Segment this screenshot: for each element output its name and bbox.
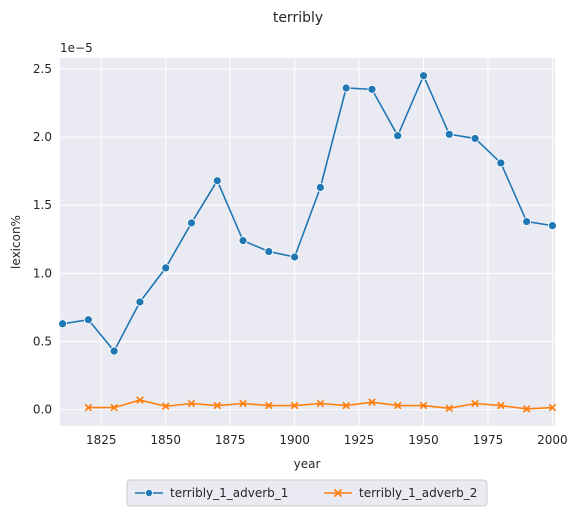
y-tick-label: 2.5 <box>33 62 52 76</box>
data-point <box>522 405 531 413</box>
data-point <box>135 297 145 307</box>
chart-title: terribly <box>273 10 323 26</box>
data-point <box>161 402 170 411</box>
data-point <box>264 247 274 256</box>
data-point <box>419 401 428 410</box>
legend-box <box>126 479 488 507</box>
y-tick-label: 0.5 <box>33 334 52 348</box>
data-point <box>393 131 403 141</box>
data-point <box>471 399 479 408</box>
legend-marker-series-2 <box>333 488 343 498</box>
legend-label-series-2: terribly_1_adverb_2 <box>359 486 477 500</box>
data-point <box>110 403 118 412</box>
x-tick-label: 1975 <box>473 433 504 447</box>
data-point <box>341 83 351 93</box>
data-point <box>342 401 350 410</box>
data-point <box>496 158 506 168</box>
data-point <box>58 319 67 329</box>
data-point <box>187 399 196 408</box>
data-point <box>315 183 325 192</box>
x-tick-label: 2000 <box>537 433 568 447</box>
y-axis-label: lexicon% <box>9 215 23 269</box>
x-axis-label: year <box>294 457 321 471</box>
data-point <box>497 401 505 410</box>
data-point <box>239 399 247 408</box>
legend-label-series-1: terribly_1_adverb_1 <box>170 486 288 500</box>
y-tick-label: 1.5 <box>33 198 52 212</box>
data-point <box>213 401 222 410</box>
x-tick-label: 1825 <box>86 433 117 447</box>
data-point <box>548 403 557 412</box>
data-point <box>522 217 532 226</box>
y-axis-ticks: 0.0 0.5 1.0 1.5 2.0 2.5 <box>33 62 52 417</box>
data-point <box>316 399 325 408</box>
legend: terribly_1_adverb_1 terribly_1_adverb_2 <box>126 479 488 507</box>
plot-area <box>60 58 555 426</box>
data-point <box>136 396 144 404</box>
data-point <box>84 403 93 412</box>
data-point <box>238 236 248 246</box>
data-point <box>419 71 428 81</box>
data-point <box>161 263 171 273</box>
data-point <box>187 218 196 228</box>
data-point <box>290 252 300 262</box>
y-tick-label: 2.0 <box>33 130 52 144</box>
data-point <box>83 315 93 325</box>
data-point <box>290 401 299 410</box>
data-point <box>109 346 119 356</box>
x-axis-ticks: 1825 1850 1875 1900 1925 1950 1975 2000 <box>86 433 568 447</box>
data-point <box>368 398 376 406</box>
data-point <box>367 84 377 94</box>
legend-marker-series-1 <box>144 488 153 497</box>
x-tick-label: 1900 <box>279 433 310 447</box>
data-point <box>265 401 273 410</box>
data-point <box>212 176 222 186</box>
data-point <box>548 221 557 231</box>
data-point <box>445 404 454 413</box>
y-tick-label: 1.0 <box>33 266 52 280</box>
y-tick-label: 0.0 <box>33 403 52 417</box>
series-layer <box>58 71 557 413</box>
x-tick-label: 1925 <box>344 433 375 447</box>
data-point <box>470 134 480 143</box>
data-point <box>444 129 454 139</box>
y-axis-multiplier: 1e−5 <box>60 41 93 55</box>
x-tick-label: 1950 <box>408 433 439 447</box>
x-tick-label: 1875 <box>215 433 246 447</box>
x-tick-label: 1850 <box>150 433 181 447</box>
data-point <box>393 401 402 410</box>
